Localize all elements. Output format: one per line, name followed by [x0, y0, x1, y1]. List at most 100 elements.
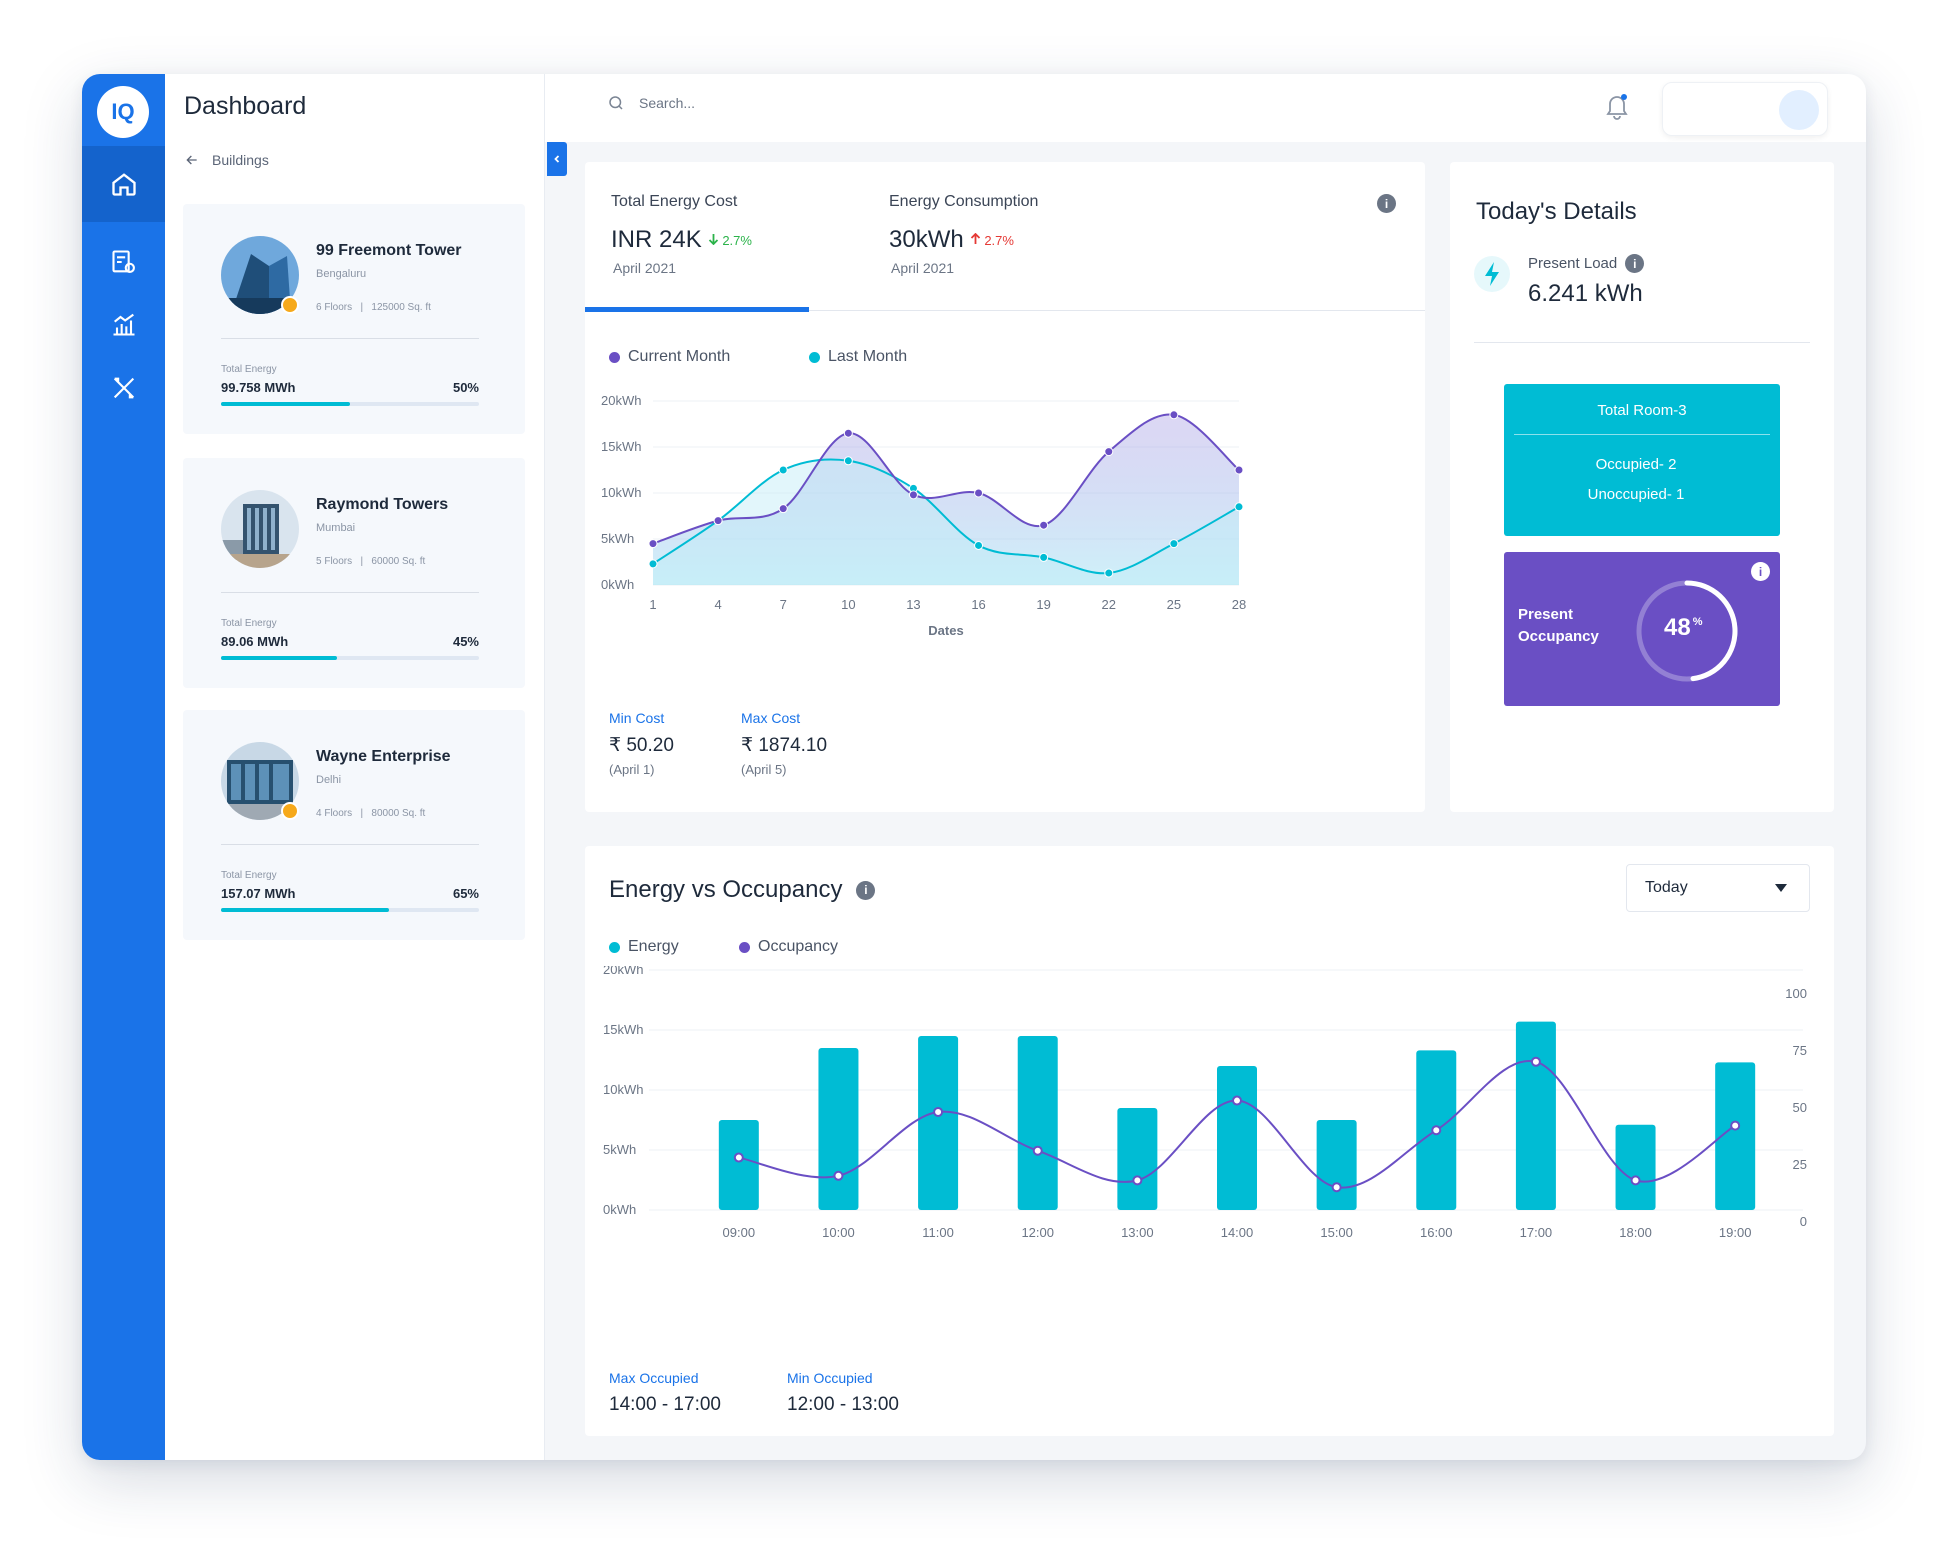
profile-menu[interactable]	[1662, 82, 1828, 136]
min-occupied-label: Min Occupied	[787, 1370, 873, 1386]
current-month-point	[1234, 465, 1244, 475]
legend-dot	[609, 351, 620, 363]
building-city: Bengaluru	[316, 268, 367, 280]
last-month-point	[1104, 568, 1114, 578]
y-tick-label: 5kWh	[603, 1142, 636, 1157]
building-area: 125000 Sq. ft	[371, 302, 431, 313]
logo-text: IQ	[111, 99, 135, 124]
divider	[221, 592, 479, 593]
tab-total-energy-cost[interactable]: Total Energy Cost	[611, 193, 738, 210]
legend-current-month: Current Month	[609, 348, 730, 366]
x-tick-label: 16:00	[1420, 1225, 1453, 1240]
occupancy-gauge	[1636, 580, 1738, 682]
current-month-point	[1039, 520, 1049, 530]
legend-label: Energy	[628, 938, 679, 955]
y-tick-label: 15kWh	[601, 439, 641, 454]
current-month-point	[843, 428, 853, 438]
x-tick-label: 7	[780, 597, 787, 612]
room-summary-card[interactable]: Total Room-3 Occupied- 2 Unoccupied- 1	[1504, 384, 1780, 536]
building-card[interactable]: Raymond Towers Mumbai 5 Floors | 60000 S…	[183, 458, 525, 688]
present-occupancy-card[interactable]: Present Occupancy 48% i	[1504, 552, 1780, 706]
energy-bar	[718, 1120, 759, 1210]
info-icon[interactable]: i	[1377, 194, 1396, 213]
todays-details-card: Today's Details Present Load i 6.241 kWh…	[1450, 162, 1834, 812]
occupancy-point	[1431, 1125, 1442, 1136]
arrow-up-icon	[970, 232, 980, 244]
energy-occupancy-chart: 0kWh 5kWh 10kWh 15kWh 20kWh 0 25 50 75 100 09:00 10…	[603, 966, 1807, 1240]
page-title: Dashboard	[184, 92, 307, 120]
building-name: Raymond Towers	[316, 496, 449, 513]
energy-bar	[1316, 1120, 1357, 1210]
top-bar: Search...	[545, 74, 1866, 142]
energy-bar	[1217, 1066, 1257, 1210]
notifications-button[interactable]	[1604, 92, 1630, 125]
occupancy-point	[1630, 1175, 1641, 1186]
nav-tools[interactable]	[82, 350, 165, 426]
x-tick-label: 25	[1167, 597, 1181, 612]
tools-icon	[113, 377, 134, 399]
change-up-indicator: 2.7%	[970, 232, 1014, 248]
energy-label: Total Energy	[221, 618, 277, 629]
energy-value: 89.06 MWh	[221, 634, 289, 649]
tab-energy-consumption[interactable]: Energy Consumption	[889, 193, 1039, 210]
y-tick-label: 20kWh	[603, 966, 643, 977]
x-tick-label: 10:00	[822, 1225, 855, 1240]
occupancy-point	[1032, 1145, 1043, 1156]
app-logo[interactable]: IQ	[97, 86, 149, 138]
energy-progress	[221, 402, 479, 406]
breadcrumb-label: Buildings	[212, 152, 269, 168]
occupancy-point	[933, 1106, 944, 1117]
y-tick-label: 5kWh	[601, 531, 634, 546]
last-month-point	[974, 540, 984, 550]
building-floors: 5 Floors	[316, 556, 353, 567]
building-area: 60000 Sq. ft	[371, 556, 426, 567]
avatar[interactable]	[1779, 90, 1819, 130]
nav-home[interactable]	[82, 146, 165, 222]
change-down-indicator: 2.7%	[708, 233, 752, 248]
collapse-panel-button[interactable]	[547, 142, 567, 176]
x-tick-label: 15:00	[1320, 1225, 1353, 1240]
occupancy-label: Present Occupancy	[1518, 604, 1599, 648]
total-cost-date: April 2021	[613, 260, 677, 276]
y2-tick-label: 75	[1793, 1043, 1807, 1058]
energy-label: Total Energy	[221, 870, 277, 881]
nav-analytics[interactable]	[82, 286, 165, 362]
current-month-point	[974, 488, 984, 498]
current-month-line	[652, 413, 1240, 545]
current-month-point	[908, 490, 918, 500]
lightning-icon	[1474, 256, 1510, 292]
breadcrumb[interactable]: Buildings	[184, 152, 269, 168]
legend-label: Occupancy	[758, 938, 839, 955]
consumption-change: 2.7%	[984, 232, 1014, 248]
total-cost-amount: INR 24K	[611, 226, 702, 253]
energy-line-chart: 0kWh 5kWh 10kWh 15kWh 20kWh 1 4 7 10 13 16 19 22 25 28…	[601, 393, 1246, 638]
last-month-point	[1039, 552, 1049, 562]
building-card[interactable]: 99 Freemont Tower Bengaluru 6 Floors | 1…	[183, 204, 525, 434]
consumption-value: 30kWh 2.7%	[889, 226, 1014, 254]
building-floors: 4 Floors	[316, 808, 353, 819]
nav-settings-list[interactable]	[82, 224, 165, 300]
gauge-fill	[1684, 580, 1738, 682]
search-input[interactable]: Search...	[639, 95, 696, 111]
current-month-point	[778, 504, 788, 514]
alert-badge-icon	[281, 802, 299, 820]
present-load-label-row: Present Load i	[1528, 254, 1645, 273]
arrow-left-icon	[186, 155, 197, 165]
building-meta: 4 Floors | 80000 Sq. ft	[316, 808, 426, 819]
search-bar[interactable]: Search...	[607, 94, 695, 112]
max-occupied-label: Max Occupied	[609, 1370, 699, 1386]
info-icon[interactable]: i	[1625, 254, 1645, 273]
info-icon[interactable]: i	[1751, 562, 1770, 581]
energy-progress-fill	[221, 908, 389, 912]
period-dropdown[interactable]: Today	[1626, 864, 1810, 912]
consumption-date: April 2021	[891, 260, 955, 276]
building-card[interactable]: Wayne Enterprise Delhi 4 Floors | 80000 …	[183, 710, 525, 940]
building-image	[221, 490, 299, 568]
info-icon[interactable]: i	[856, 880, 876, 900]
period-dropdown-value: Today	[1645, 879, 1688, 896]
min-occupied-value: 12:00 - 13:00	[787, 1394, 899, 1415]
x-tick-label: 12:00	[1021, 1225, 1054, 1240]
legend-energy: Energy	[609, 938, 679, 956]
buildings-panel: Dashboard Buildings 99 Freemont Tower Be…	[165, 74, 545, 1460]
legend-dot	[809, 351, 820, 363]
